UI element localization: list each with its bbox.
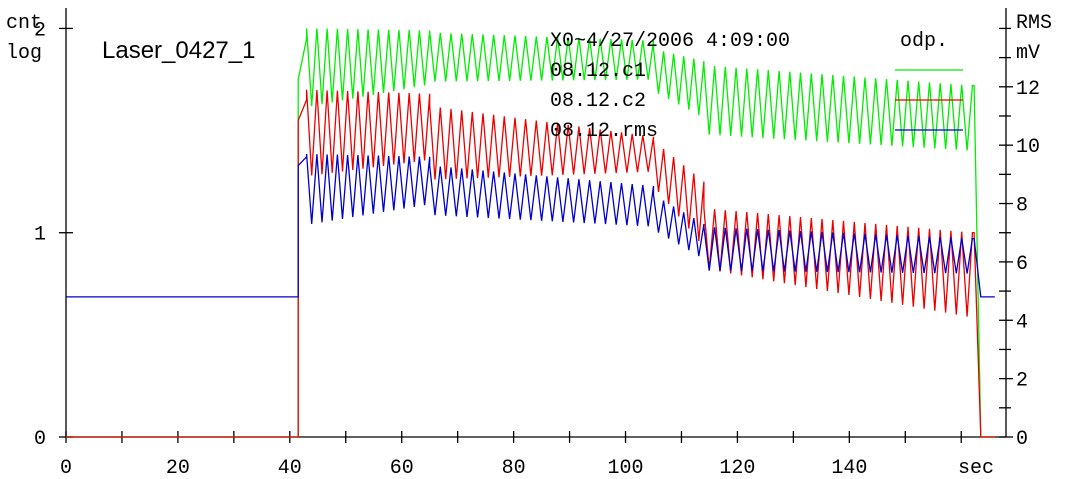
right-tick-label: 0 — [1016, 428, 1028, 451]
right-axis-label-bottom: mV — [1016, 42, 1040, 65]
legend: 08.12.c1 08.12.c2 08.12.rms — [550, 60, 963, 143]
left-axis-label-bottom: log — [6, 42, 42, 65]
x-tick-label: 40 — [278, 457, 302, 479]
legend-label: 08.12.rms — [550, 120, 658, 143]
series-line-08-12-c2 — [66, 89, 995, 438]
left-tick-label: 0 — [34, 428, 46, 451]
left-tick-label: 2 — [34, 19, 46, 42]
series-line-08-12-c1 — [66, 28, 995, 438]
left-axis-label-top: cnt — [6, 12, 42, 35]
tick-marks — [59, 27, 1013, 443]
x-axis-label: sec — [958, 457, 994, 479]
right-tick-label: 12 — [1016, 78, 1040, 101]
series-lines — [66, 28, 995, 438]
axes — [65, 8, 1007, 438]
right-tick-label: 4 — [1016, 311, 1028, 334]
right-tick-label: 8 — [1016, 195, 1028, 218]
x-tick-label: 140 — [831, 457, 867, 479]
left-tick-label: 1 — [34, 224, 46, 247]
right-tick-label: 10 — [1016, 136, 1040, 159]
right-tick-label: 2 — [1016, 370, 1028, 393]
x-tick-label: 0 — [60, 457, 72, 479]
series-line-08-12-rms — [66, 153, 995, 298]
legend-title: odp. — [900, 30, 948, 53]
x-tick-label: 60 — [390, 457, 414, 479]
right-axis-label-top: RMS — [1016, 12, 1052, 35]
chart-header: X0~4/27/2006 4:09:00 — [550, 30, 790, 53]
chart-title: Laser_0427_1 — [102, 37, 255, 64]
x-tick-label: 20 — [166, 457, 190, 479]
x-tick-label: 80 — [502, 457, 526, 479]
right-tick-label: 6 — [1016, 253, 1028, 276]
legend-label: 08.12.c2 — [550, 90, 646, 113]
legend-label: 08.12.c1 — [550, 60, 646, 83]
x-tick-label: 100 — [608, 457, 644, 479]
x-tick-label: 120 — [719, 457, 755, 479]
